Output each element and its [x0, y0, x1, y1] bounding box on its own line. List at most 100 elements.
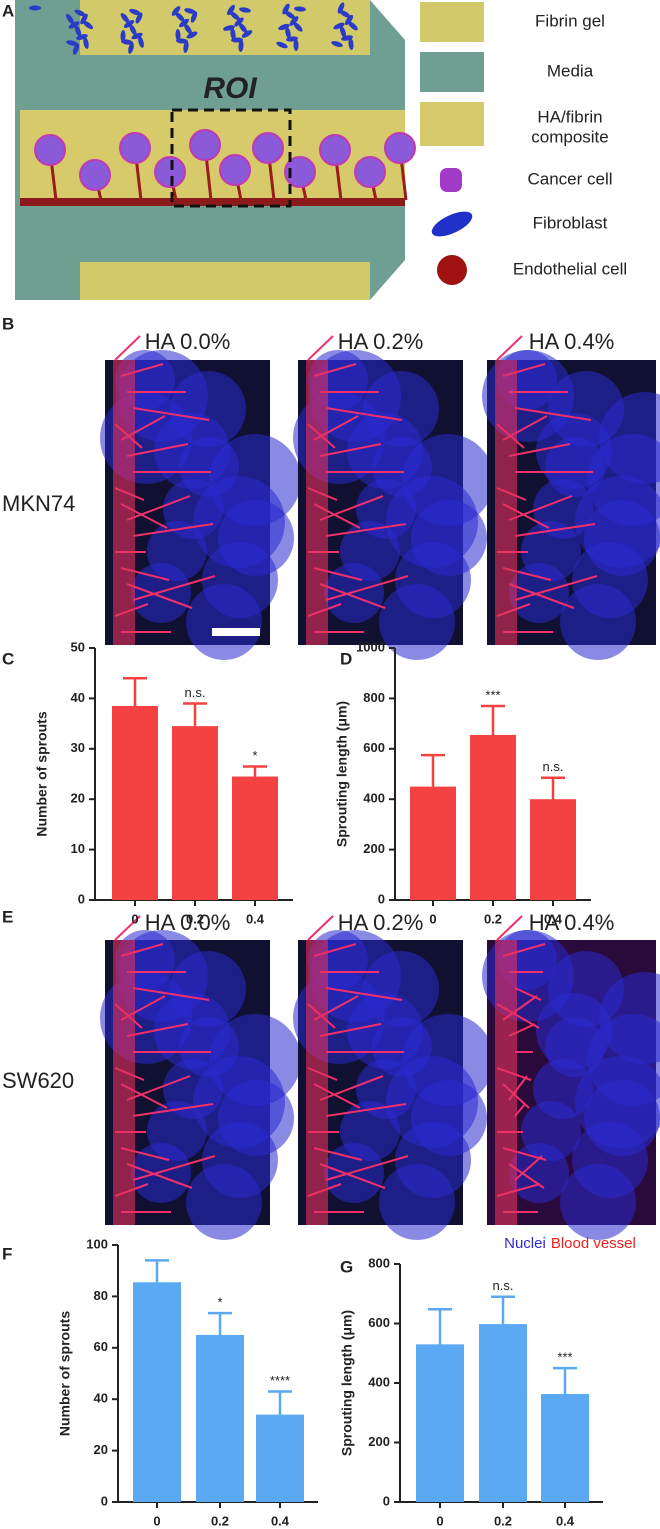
fibroblast: [294, 6, 306, 12]
nuclei-blob: [218, 500, 294, 576]
y-axis-label: Sprouting length (μm): [334, 701, 350, 847]
fibroblast: [72, 43, 80, 55]
bar: [479, 1324, 527, 1502]
y-tick-label: 40: [94, 1391, 108, 1406]
vessel: [325, 407, 403, 421]
bar: [416, 1344, 464, 1502]
fibroblast: [138, 36, 144, 48]
fibroblast: [120, 30, 126, 42]
nuclei-blob: [411, 500, 487, 576]
fibroblast: [344, 14, 354, 26]
vessel: [319, 1163, 386, 1189]
nuclei-blob: [116, 930, 208, 1022]
panel-label: B: [2, 314, 14, 333]
fibroblast: [331, 40, 343, 48]
spheroid: [319, 134, 351, 166]
fibroblast: [282, 3, 290, 15]
vessel: [325, 1155, 409, 1181]
vessel: [126, 1163, 193, 1189]
error-bar: [421, 753, 445, 787]
vessel: [132, 1155, 216, 1181]
x-tick-label: 0.4: [544, 911, 563, 926]
nuclei-blob: [309, 350, 401, 442]
icon-cancer: [440, 168, 462, 192]
nuclei-blob: [179, 1017, 239, 1077]
error-bar: [243, 765, 267, 777]
swatch-fibrin: [420, 2, 484, 42]
x-tick-label: 0.4: [556, 1513, 575, 1528]
fibroblast: [129, 8, 141, 16]
vessel: [325, 1103, 407, 1117]
y-tick-label: 400: [363, 791, 385, 806]
vessel: [132, 407, 210, 421]
fibroblast: [285, 27, 291, 39]
x-tick-label: 0: [153, 1513, 160, 1528]
vessel-wall: [495, 940, 517, 1225]
vessel: [319, 443, 382, 457]
vessel: [508, 583, 575, 609]
bar: [410, 786, 456, 900]
significance: ***: [485, 687, 500, 702]
significance: n.s.: [543, 759, 564, 774]
x-tick-label: 0: [436, 1513, 443, 1528]
bar: [196, 1334, 244, 1502]
fibroblast: [238, 23, 248, 33]
vessel: [126, 1075, 191, 1101]
vessel: [325, 987, 403, 1001]
fibroblast: [183, 41, 189, 53]
legend-text: Cancer cell: [527, 169, 612, 188]
y-axis-label: Sprouting length (μm): [339, 1310, 355, 1456]
y-tick-label: 60: [94, 1339, 108, 1354]
fibroblast: [184, 23, 192, 35]
fibroblast: [179, 18, 189, 28]
legend-text: Fibrin gel: [535, 11, 605, 30]
vessel: [319, 583, 386, 609]
x-tick-label: 0.2: [494, 1513, 512, 1528]
significance: n.s.: [493, 1278, 514, 1293]
error-bar: [491, 1295, 515, 1325]
vessel: [132, 523, 214, 537]
fibroblast: [227, 4, 235, 16]
vessel: [307, 915, 334, 941]
fibroblast: [348, 21, 358, 31]
y-tick-label: 10: [71, 841, 85, 856]
bar: [256, 1414, 304, 1502]
y-tick-label: 0: [101, 1493, 108, 1508]
fibroblast: [82, 20, 94, 30]
fibrin-bottom: [80, 262, 370, 300]
cell-line: SW620: [2, 1068, 74, 1093]
icon-endothelial: [437, 255, 467, 285]
legend-text: composite: [531, 127, 608, 146]
bar: [541, 1394, 589, 1502]
error-bar: [541, 776, 565, 800]
fibroblast: [83, 37, 89, 49]
swatch-media: [420, 52, 484, 92]
fibroblast: [66, 40, 78, 46]
vessel: [114, 335, 141, 361]
nuclei-blob: [372, 437, 432, 497]
y-tick-label: 80: [94, 1288, 108, 1303]
y-tick-label: 0: [78, 891, 85, 906]
vessel: [325, 523, 407, 537]
fibroblast: [293, 39, 299, 51]
y-axis-label: Number of sprouts: [34, 711, 50, 836]
spheroid: [384, 132, 416, 164]
fibroblast: [333, 22, 345, 30]
nuclei-blob: [599, 392, 660, 484]
fibroblast: [284, 10, 296, 20]
y-tick-label: 20: [94, 1442, 108, 1457]
legend-text: HA/fibrin: [537, 107, 602, 126]
vessel: [114, 915, 141, 941]
fibroblast: [289, 16, 299, 26]
fibroblast: [348, 38, 354, 50]
bar: [470, 734, 516, 900]
x-tick-label: 0.2: [186, 911, 204, 926]
fibroblast: [29, 5, 41, 11]
panel-label: F: [2, 1244, 12, 1263]
nuclei-blob: [411, 1080, 487, 1156]
panel-label: G: [340, 1257, 353, 1276]
vessel: [514, 1155, 543, 1181]
nuclei-blob: [372, 1017, 432, 1077]
vessel-wall: [113, 940, 135, 1225]
vessel-wall: [495, 360, 517, 645]
